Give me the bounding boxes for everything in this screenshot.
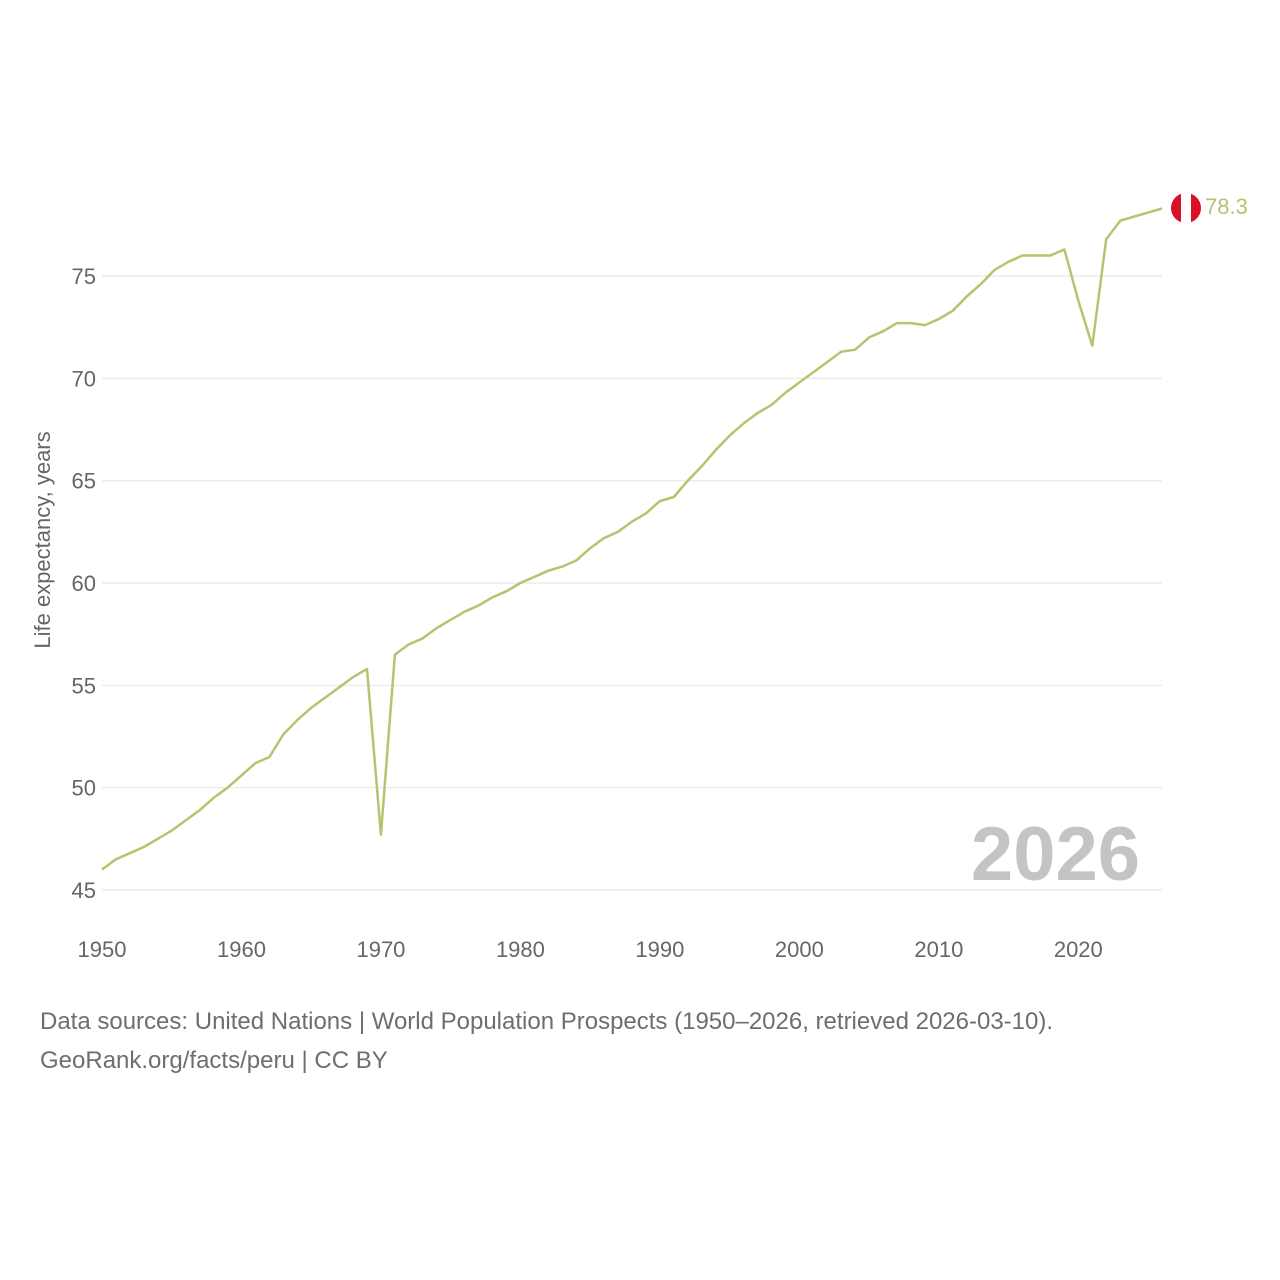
y-tick-label: 45 bbox=[72, 878, 96, 903]
flag-right-band bbox=[1191, 193, 1201, 223]
y-tick-label: 55 bbox=[72, 673, 96, 698]
y-axis-title: Life expectancy, years bbox=[30, 431, 55, 648]
y-tick-label: 50 bbox=[72, 776, 96, 801]
end-value-label: 78.3 bbox=[1205, 194, 1248, 219]
year-watermark: 2026 bbox=[971, 812, 1140, 897]
peru-flag-icon bbox=[1171, 193, 1201, 223]
x-tick-label: 1990 bbox=[635, 937, 684, 962]
y-axis-ticks: 45 50 55 60 65 70 75 bbox=[72, 264, 96, 903]
grid-lines bbox=[102, 275, 1162, 891]
y-tick-label: 70 bbox=[72, 366, 96, 391]
x-tick-label: 2020 bbox=[1054, 937, 1103, 962]
x-tick-label: 2000 bbox=[775, 937, 824, 962]
y-tick-label: 65 bbox=[72, 469, 96, 494]
flag-middle-band bbox=[1181, 193, 1191, 223]
y-tick-label: 60 bbox=[72, 571, 96, 596]
x-tick-label: 1970 bbox=[356, 937, 405, 962]
x-tick-label: 1980 bbox=[496, 937, 545, 962]
flag-left-band bbox=[1171, 193, 1181, 223]
x-axis-ticks: 1950 1960 1970 1980 1990 2000 2010 2020 bbox=[78, 937, 1103, 962]
series-layer bbox=[101, 207, 1163, 871]
data-sources-text: Data sources: United Nations | World Pop… bbox=[40, 1008, 1054, 1035]
series-line-peru bbox=[101, 207, 1163, 871]
y-tick-label: 75 bbox=[72, 264, 96, 289]
footer: Data sources: United Nations | World Pop… bbox=[40, 1002, 1260, 1080]
x-tick-label: 1950 bbox=[78, 937, 127, 962]
line-chart: 45 50 55 60 65 70 75 1950 1960 1970 1980 1990 2000 2… bbox=[30, 193, 1248, 962]
license-text: GeoRank.org/facts/peru | CC BY bbox=[40, 1047, 388, 1074]
x-tick-label: 1960 bbox=[217, 937, 266, 962]
x-tick-label: 2010 bbox=[914, 937, 963, 962]
